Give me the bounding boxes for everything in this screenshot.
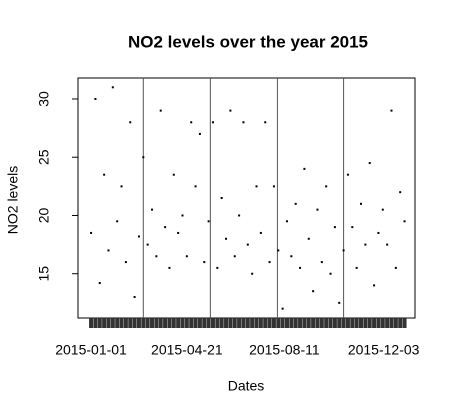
x-tick-label: 2015-01-01 (55, 342, 127, 358)
y-axis-label: NO2 levels (5, 166, 21, 234)
point (312, 290, 315, 293)
y-tick-label: 30 (36, 91, 52, 107)
x-axis-label: Dates (228, 378, 265, 394)
point (220, 197, 223, 199)
point (190, 121, 193, 124)
plot-frame (77, 77, 416, 319)
point (351, 226, 354, 229)
point (111, 86, 114, 89)
point (285, 220, 288, 223)
point (107, 249, 110, 252)
point (338, 301, 341, 304)
point (137, 235, 140, 238)
point (381, 208, 384, 211)
point (290, 255, 293, 258)
point (299, 266, 302, 269)
point (355, 266, 358, 269)
point (320, 261, 323, 264)
point (142, 156, 145, 159)
point (294, 202, 297, 205)
point (203, 261, 206, 264)
point (211, 121, 214, 124)
point (277, 249, 280, 252)
point (364, 243, 367, 246)
x-tick-label: 2015-12-03 (348, 342, 420, 358)
point (177, 231, 180, 234)
y-tick-label: 25 (36, 149, 52, 165)
point (303, 167, 306, 170)
point (281, 307, 284, 310)
point (168, 266, 171, 269)
point (146, 243, 149, 246)
point (342, 249, 345, 252)
point (333, 226, 336, 229)
point (268, 261, 271, 264)
point (386, 243, 389, 246)
point (129, 121, 132, 124)
point (368, 162, 371, 165)
point (272, 185, 275, 188)
point (238, 214, 241, 217)
point (264, 121, 267, 124)
point (164, 226, 167, 229)
point (116, 220, 119, 223)
point (151, 208, 154, 211)
point (316, 208, 319, 211)
point (229, 109, 232, 112)
point (120, 185, 123, 188)
point (394, 266, 397, 269)
point (194, 185, 197, 188)
point (373, 284, 376, 287)
point (259, 231, 262, 234)
point (225, 237, 228, 240)
point (307, 237, 310, 240)
point (133, 296, 136, 299)
point (377, 231, 380, 234)
point (207, 220, 210, 223)
point (185, 255, 188, 258)
point (159, 109, 162, 112)
point (155, 255, 158, 258)
point (325, 185, 328, 188)
point (246, 243, 249, 246)
y-tick-label: 15 (36, 266, 52, 282)
point (346, 173, 349, 176)
point (103, 173, 106, 176)
point (124, 261, 127, 264)
point (360, 202, 363, 205)
point (399, 191, 402, 194)
point (90, 231, 93, 234)
x-tick-label: 2015-04-21 (151, 342, 223, 358)
point (181, 214, 184, 217)
point (172, 173, 175, 176)
point (242, 121, 245, 124)
point (255, 185, 258, 188)
point (329, 272, 332, 275)
point (98, 282, 101, 285)
point (198, 132, 201, 135)
point (251, 272, 254, 275)
chart-title: NO2 levels over the year 2015 (128, 32, 368, 51)
y-tick-label: 20 (36, 207, 52, 223)
point (216, 266, 219, 269)
x-tick-label: 2015-08-11 (249, 342, 320, 358)
point (390, 109, 393, 112)
point (94, 97, 97, 100)
point (403, 220, 406, 223)
point (233, 255, 236, 258)
